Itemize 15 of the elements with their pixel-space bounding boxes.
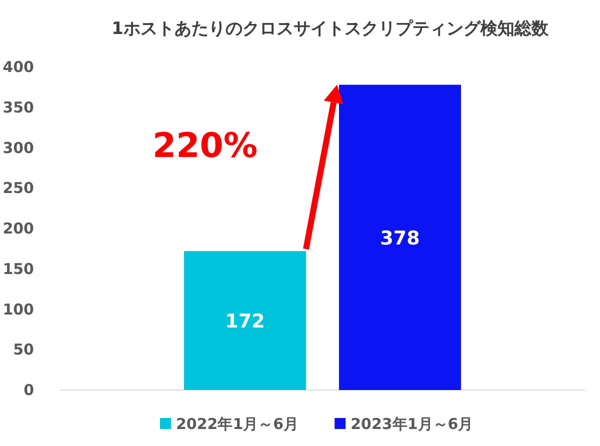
- y-tick-label: 150: [2, 260, 34, 278]
- y-tick-label: 350: [2, 98, 34, 116]
- y-tick-label: 100: [2, 300, 34, 318]
- legend-label: 2022年1月～6月: [176, 415, 299, 433]
- y-tick-label: 400: [2, 58, 34, 76]
- legend-label: 2023年1月～6月: [350, 415, 474, 433]
- annotation: 220%: [152, 126, 258, 166]
- data-label: 172: [225, 310, 265, 333]
- chart-title: 1ホストあたりのクロスサイトスクリプティング検知総数: [112, 19, 550, 39]
- y-tick-label: 200: [2, 220, 34, 238]
- y-tick-label: 0: [24, 381, 34, 399]
- data-label: 378: [380, 227, 420, 250]
- y-tick-label: 300: [2, 138, 34, 157]
- y-tick-label: 250: [2, 179, 34, 198]
- y-tick-label: 50: [13, 340, 34, 359]
